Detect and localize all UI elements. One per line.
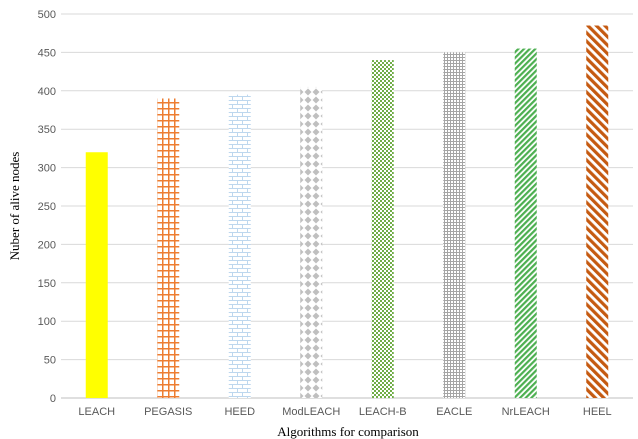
- y-tick-label: 400: [38, 86, 56, 98]
- gridlines: [61, 13, 633, 399]
- bar-leach-b: [371, 60, 394, 399]
- x-tick-label: HEED: [224, 406, 255, 418]
- y-tick-label: 150: [38, 278, 56, 290]
- bar-modleach: [300, 86, 323, 399]
- x-tick-label: HEEL: [583, 406, 612, 418]
- y-tick-label: 50: [44, 355, 56, 367]
- y-axis-ticks: 0 50 100 150 200 250 300 350 400 450 500: [38, 9, 56, 405]
- y-tick-label: 250: [38, 201, 56, 213]
- bar-nrleach: [514, 48, 537, 399]
- y-tick-label: 0: [50, 393, 56, 405]
- x-tick-label: ModLEACH: [282, 406, 340, 418]
- y-tick-label: 500: [38, 9, 56, 21]
- y-tick-label: 100: [38, 316, 56, 328]
- x-tick-label: PEGASIS: [144, 406, 192, 418]
- bar-pegasis: [157, 98, 180, 398]
- y-tick-label: 300: [38, 163, 56, 175]
- x-tick-label: LEACH: [78, 406, 115, 418]
- x-tick-label: EACLE: [436, 406, 472, 418]
- bar-leach: [85, 152, 108, 398]
- x-tick-label: LEACH-B: [359, 406, 407, 418]
- x-axis-title: Algorithms for comparison: [277, 424, 419, 439]
- bar-heel: [586, 25, 609, 399]
- y-tick-label: 350: [38, 124, 56, 136]
- x-tick-label: NrLEACH: [502, 406, 550, 418]
- y-axis-title: Nuber of alive nodes: [7, 152, 22, 261]
- bar-eacle: [443, 52, 466, 399]
- bars: [85, 25, 609, 399]
- bar-heed: [228, 94, 251, 398]
- y-tick-label: 450: [38, 47, 56, 59]
- x-axis-ticks: LEACH PEGASIS HEED ModLEACH LEACH-B EACLE NrLE…: [78, 406, 611, 418]
- y-tick-label: 200: [38, 239, 56, 251]
